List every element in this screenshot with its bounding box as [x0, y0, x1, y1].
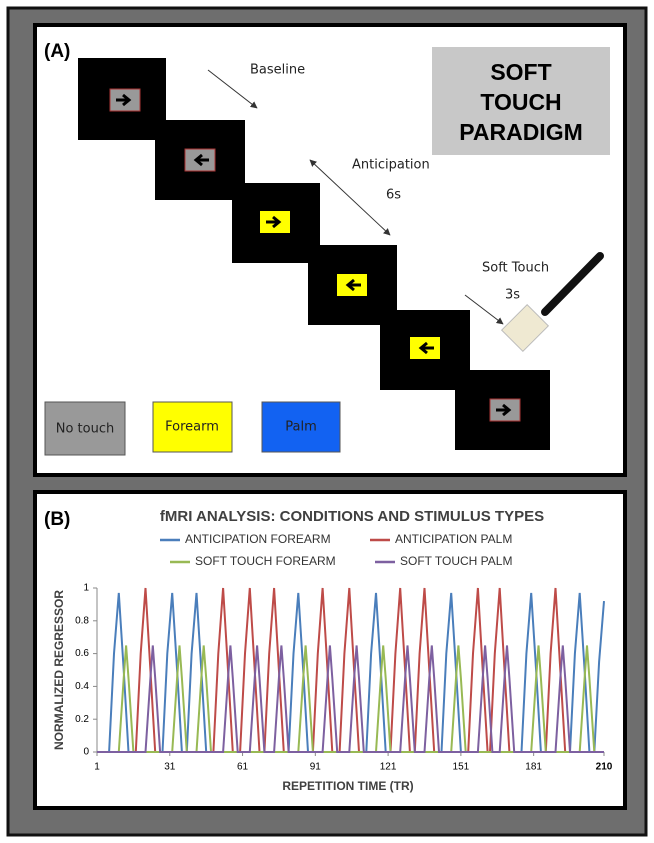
annotation: 6s	[386, 188, 401, 203]
panel-title: SOFT TOUCH PARADIGM	[459, 59, 583, 145]
y-tick-label: 0	[83, 747, 89, 758]
x-tick-label: 151	[453, 762, 470, 773]
legend-label: SOFT TOUCH FOREARM	[195, 554, 336, 568]
annotation: Anticipation	[352, 158, 430, 173]
x-tick-label: 1	[94, 762, 100, 773]
y-axis-label: NORMALIZED REGRESSOR	[52, 590, 66, 750]
x-tick-label: 121	[380, 762, 397, 773]
series-line	[97, 587, 604, 753]
legend-label: No touch	[56, 422, 115, 437]
arrow	[309, 159, 391, 236]
x-tick-label: 61	[237, 762, 249, 773]
x-tick-label: 210	[596, 762, 613, 773]
legend-label: Palm	[285, 420, 317, 435]
annotation: Baseline	[250, 63, 305, 78]
annotation: 3s	[505, 288, 520, 303]
legend-label: ANTICIPATION FOREARM	[185, 532, 331, 546]
legend-swatch	[261, 401, 341, 453]
panel-label: (A)	[44, 41, 70, 62]
x-tick-label: 31	[164, 762, 176, 773]
y-tick-label: 0.8	[75, 615, 89, 626]
legend-label: ANTICIPATION PALM	[395, 532, 512, 546]
x-tick-label: 91	[310, 762, 322, 773]
legend-swatch	[44, 401, 126, 456]
x-axis-label: REPETITION TIME (TR)	[282, 779, 413, 793]
arrow	[207, 69, 258, 109]
x-tick-label: 181	[525, 762, 542, 773]
y-tick-label: 0.4	[75, 681, 89, 692]
panel-label: (B)	[44, 509, 70, 530]
legend-label: Forearm	[165, 420, 219, 435]
title-box	[432, 47, 610, 155]
screens	[78, 58, 550, 450]
brush	[500, 252, 604, 353]
series-line	[97, 645, 604, 753]
y-tick-label: 1	[83, 583, 89, 594]
y-tick-label: 0.6	[75, 648, 89, 659]
legend-swatch	[152, 401, 233, 453]
title-wrap: SOFT TOUCH PARADIGM	[459, 59, 583, 145]
y-tick-label: 0.2	[75, 714, 89, 725]
legend-label: SOFT TOUCH PALM	[400, 554, 512, 568]
chart-title: fMRI ANALYSIS: CONDITIONS AND STIMULUS T…	[160, 508, 544, 525]
arrow	[464, 294, 504, 325]
annotation: Soft Touch	[482, 261, 549, 276]
